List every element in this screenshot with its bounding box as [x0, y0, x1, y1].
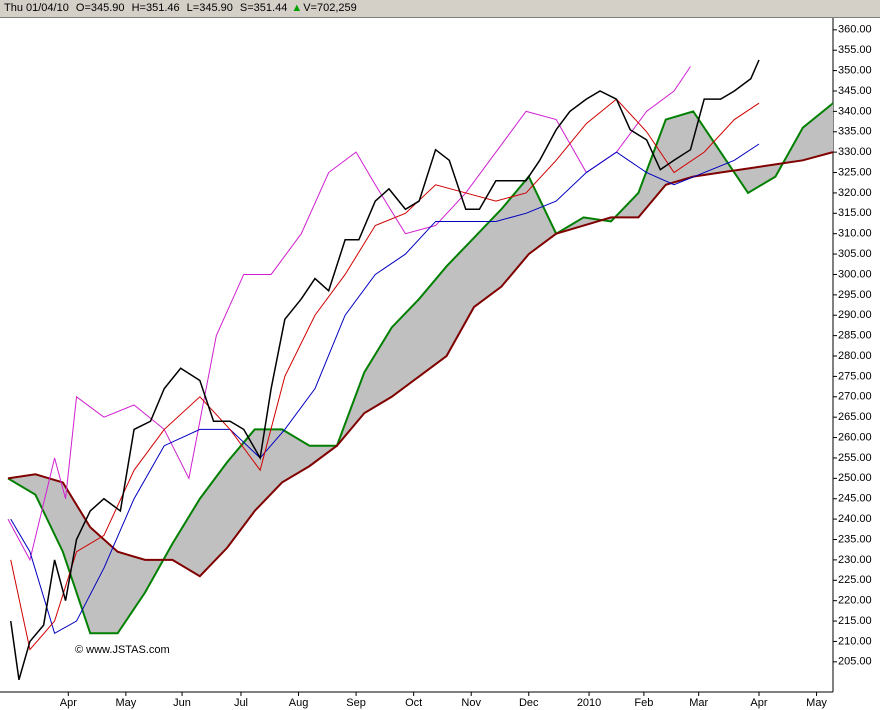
- x-tick-label: Aug: [289, 697, 309, 709]
- high: H=351.46: [131, 2, 180, 14]
- series-line: [10, 98, 760, 651]
- y-tick-label: 240.00: [838, 513, 872, 525]
- y-tick-label: 285.00: [838, 330, 872, 342]
- y-tick-label: 215.00: [838, 615, 872, 627]
- y-tick-label: 350.00: [838, 65, 872, 77]
- x-tick-label: May: [115, 697, 136, 709]
- cloud: [8, 103, 833, 634]
- y-tick-label: 355.00: [838, 44, 872, 56]
- x-tick-label: Jul: [234, 697, 248, 709]
- y-tick-label: 255.00: [838, 452, 872, 464]
- y-tick-label: 205.00: [838, 656, 872, 668]
- y-tick-label: 225.00: [838, 574, 872, 586]
- open: O=345.90: [75, 2, 125, 14]
- y-tick-label: 305.00: [838, 248, 872, 260]
- x-tick-label: Oct: [405, 697, 422, 709]
- y-tick-label: 250.00: [838, 472, 872, 484]
- y-tick-label: 330.00: [838, 146, 872, 158]
- y-tick-label: 320.00: [838, 187, 872, 199]
- x-tick-label: Jun: [173, 697, 191, 709]
- y-tick-label: 270.00: [838, 391, 872, 403]
- series-line: [9, 59, 760, 680]
- y-tick-label: 295.00: [838, 289, 872, 301]
- y-tick-label: 235.00: [838, 533, 872, 545]
- y-tick-label: 345.00: [838, 85, 872, 97]
- y-tick-label: 280.00: [838, 350, 872, 362]
- x-tick-label: 2010: [577, 697, 601, 709]
- x-tick-label: May: [806, 697, 827, 709]
- y-tick-label: 310.00: [838, 228, 872, 240]
- y-tick-label: 260.00: [838, 431, 872, 443]
- series-line: [7, 102, 834, 635]
- x-tick-label: Apr: [750, 697, 767, 709]
- x-tick-label: Feb: [634, 697, 653, 709]
- date: Thu 01/04/10: [4, 2, 69, 14]
- y-tick-label: 315.00: [838, 207, 872, 219]
- y-tick-label: 210.00: [838, 635, 872, 647]
- y-tick-label: 245.00: [838, 493, 872, 505]
- x-tick-label: Dec: [519, 697, 539, 709]
- x-tick-label: Mar: [689, 697, 708, 709]
- x-tick-label: Apr: [60, 697, 77, 709]
- y-tick-label: 290.00: [838, 309, 872, 321]
- up-icon: ▲: [291, 2, 303, 14]
- y-tick-label: 360.00: [838, 24, 872, 36]
- x-tick-label: Sep: [346, 697, 366, 709]
- y-tick-label: 265.00: [838, 411, 872, 423]
- settle: S=351.44: [239, 2, 288, 14]
- y-tick-label: 340.00: [838, 105, 872, 117]
- series-line: [7, 66, 691, 562]
- header-bar: Thu 01/04/10 O=345.90 H=351.46 L=345.90 …: [0, 0, 880, 18]
- x-tick-label: Nov: [461, 697, 481, 709]
- y-tick-label: 230.00: [838, 554, 872, 566]
- low: L=345.90: [186, 2, 233, 14]
- watermark: © www.JSTAS.com: [75, 644, 170, 656]
- y-tick-label: 300.00: [838, 268, 872, 280]
- volume: V=702,259: [303, 2, 357, 14]
- y-tick-label: 335.00: [838, 126, 872, 138]
- series-line: [10, 143, 760, 635]
- y-tick-label: 325.00: [838, 166, 872, 178]
- y-tick-label: 220.00: [838, 595, 872, 607]
- y-tick-label: 275.00: [838, 370, 872, 382]
